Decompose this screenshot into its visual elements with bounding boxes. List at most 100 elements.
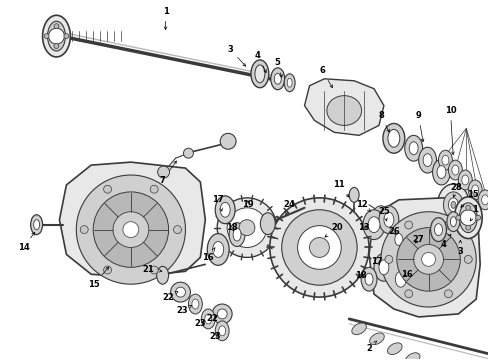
- Text: 17: 17: [371, 257, 383, 266]
- Ellipse shape: [443, 192, 464, 218]
- Text: 4: 4: [441, 234, 451, 249]
- Ellipse shape: [478, 190, 490, 210]
- Circle shape: [217, 198, 277, 257]
- Ellipse shape: [213, 242, 223, 257]
- Ellipse shape: [189, 294, 202, 314]
- Ellipse shape: [251, 60, 269, 88]
- Ellipse shape: [388, 129, 400, 147]
- Text: 5: 5: [275, 58, 282, 77]
- Ellipse shape: [433, 159, 450, 185]
- Ellipse shape: [452, 165, 459, 175]
- Ellipse shape: [390, 264, 412, 295]
- Text: 16: 16: [202, 248, 215, 262]
- Text: 23: 23: [195, 319, 206, 328]
- Ellipse shape: [201, 309, 215, 329]
- Ellipse shape: [437, 166, 446, 179]
- Circle shape: [150, 185, 158, 193]
- Ellipse shape: [361, 267, 377, 291]
- Circle shape: [374, 206, 388, 220]
- Circle shape: [456, 215, 461, 220]
- Ellipse shape: [274, 73, 281, 84]
- Circle shape: [405, 221, 413, 229]
- Text: 12: 12: [356, 200, 371, 212]
- Circle shape: [444, 290, 452, 298]
- Circle shape: [227, 208, 267, 247]
- Ellipse shape: [34, 220, 40, 230]
- Text: 9: 9: [416, 111, 424, 142]
- Ellipse shape: [482, 195, 489, 205]
- Text: 19: 19: [242, 200, 254, 209]
- Text: 15: 15: [88, 267, 109, 289]
- Ellipse shape: [379, 260, 389, 275]
- Ellipse shape: [215, 196, 235, 224]
- Circle shape: [282, 210, 357, 285]
- Ellipse shape: [423, 154, 432, 167]
- Circle shape: [113, 212, 149, 247]
- Ellipse shape: [391, 228, 407, 251]
- Circle shape: [49, 28, 64, 44]
- Ellipse shape: [192, 299, 199, 309]
- Ellipse shape: [388, 343, 402, 355]
- Circle shape: [466, 225, 471, 230]
- Ellipse shape: [405, 353, 420, 360]
- Text: 22: 22: [206, 314, 218, 323]
- Text: 1: 1: [163, 7, 169, 30]
- Ellipse shape: [327, 96, 362, 125]
- Circle shape: [405, 290, 413, 298]
- Circle shape: [103, 185, 112, 193]
- Ellipse shape: [459, 203, 477, 233]
- Text: 10: 10: [444, 106, 456, 154]
- Circle shape: [212, 304, 232, 324]
- Text: 6: 6: [319, 66, 333, 87]
- Ellipse shape: [48, 21, 65, 51]
- Ellipse shape: [229, 223, 245, 247]
- Circle shape: [123, 222, 139, 238]
- Ellipse shape: [468, 180, 482, 200]
- Circle shape: [421, 252, 436, 266]
- Text: 24: 24: [284, 200, 295, 215]
- Ellipse shape: [233, 228, 241, 241]
- Ellipse shape: [409, 142, 418, 155]
- Circle shape: [173, 226, 181, 234]
- Text: 4: 4: [255, 51, 266, 73]
- Ellipse shape: [157, 266, 169, 284]
- Circle shape: [175, 287, 185, 297]
- Text: 11: 11: [333, 180, 349, 197]
- Text: 13: 13: [358, 223, 370, 232]
- Polygon shape: [59, 162, 205, 277]
- Ellipse shape: [287, 78, 292, 87]
- Circle shape: [220, 133, 236, 149]
- Ellipse shape: [369, 333, 384, 345]
- Circle shape: [217, 309, 227, 319]
- Ellipse shape: [205, 314, 212, 324]
- Text: 18: 18: [355, 271, 367, 280]
- Ellipse shape: [472, 185, 479, 195]
- Ellipse shape: [431, 218, 446, 242]
- Ellipse shape: [447, 212, 460, 231]
- Circle shape: [385, 255, 393, 264]
- Ellipse shape: [383, 123, 405, 153]
- Circle shape: [239, 220, 255, 235]
- Ellipse shape: [451, 201, 456, 208]
- Circle shape: [444, 221, 452, 229]
- Text: 17: 17: [212, 195, 224, 211]
- Ellipse shape: [219, 326, 226, 336]
- Circle shape: [64, 33, 69, 39]
- Ellipse shape: [439, 150, 452, 170]
- Text: 18: 18: [226, 223, 238, 232]
- Circle shape: [466, 205, 471, 210]
- Polygon shape: [305, 79, 384, 135]
- Ellipse shape: [435, 224, 442, 235]
- Circle shape: [381, 212, 476, 307]
- Ellipse shape: [215, 321, 229, 341]
- Circle shape: [297, 226, 341, 269]
- Circle shape: [54, 24, 59, 29]
- Text: 23: 23: [209, 332, 221, 341]
- Text: 8: 8: [378, 111, 389, 132]
- Circle shape: [44, 33, 49, 39]
- Ellipse shape: [395, 271, 406, 287]
- Circle shape: [158, 166, 170, 178]
- Ellipse shape: [260, 213, 275, 235]
- Text: 23: 23: [177, 305, 192, 315]
- Text: 16: 16: [401, 270, 413, 279]
